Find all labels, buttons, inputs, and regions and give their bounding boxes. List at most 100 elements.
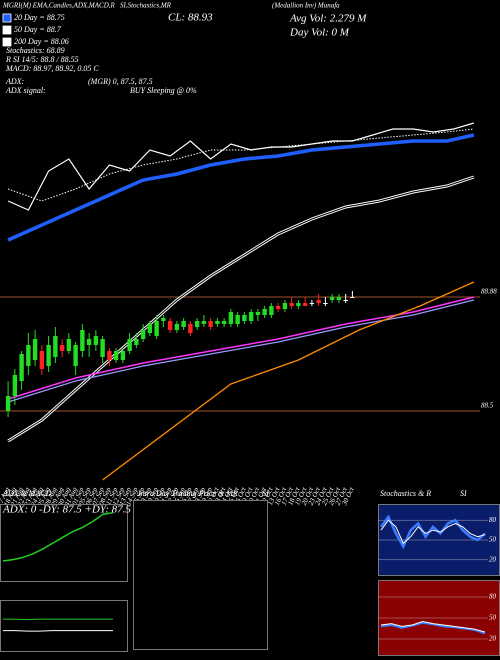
panel (0, 600, 128, 652)
line (2, 512, 114, 562)
candle-body (228, 312, 234, 324)
x-tick-label: 17 Aug (0, 486, 12, 508)
line (7, 122, 475, 211)
candle-body (66, 339, 72, 351)
candle-body (12, 375, 18, 396)
legend-label: 20 Day = 88.75 (14, 13, 65, 22)
candle-body (113, 351, 119, 360)
candle-body (46, 345, 51, 366)
avg-volume: Avg Vol: 2.279 M (289, 13, 367, 25)
candle-body (134, 339, 139, 345)
candle-body (140, 330, 146, 339)
legend-swatch (2, 37, 12, 47)
panel-title: ADX & MACD (2, 489, 52, 498)
candle-body (215, 321, 220, 324)
candle-body (53, 336, 58, 357)
candle-body (26, 345, 31, 366)
candle-body (194, 321, 200, 327)
candle-body (93, 336, 99, 345)
candle-body (275, 306, 281, 309)
line (3, 630, 113, 632)
candle-body (336, 297, 342, 300)
candle-body (19, 354, 24, 381)
candle-body (120, 351, 126, 360)
y-tick-label: 80 (489, 593, 497, 601)
panel-annotation: ADX: 0 -DY: 87.5 +DY: 87.5 (2, 504, 131, 516)
y-tick-label: 80 (489, 516, 497, 524)
y-tick-label: 88.5 (481, 402, 494, 410)
y-tick-label: 50 (489, 536, 497, 544)
chart-title: MGRI(M) EMA,Candles,ADX,MACD,R (2, 2, 116, 10)
candle-body (127, 339, 132, 351)
candle-body (323, 303, 328, 304)
day-volume: Day Vol: 0 M (289, 27, 350, 39)
annotation: MACD: 88.97, 88.92, 0.05 C (5, 64, 99, 73)
candle-body (201, 321, 207, 324)
candle-body (221, 321, 227, 324)
legend-swatch (2, 13, 12, 23)
chart-subtitle: SI,Stochastics,MR (120, 2, 172, 10)
candle-body (235, 315, 240, 324)
candle-body (248, 312, 254, 321)
candle-body (73, 345, 78, 366)
annotation: Stochastics: 68.89 (6, 46, 65, 55)
candle-body (100, 339, 105, 357)
candle-body (147, 324, 153, 333)
line-inner (7, 176, 475, 442)
line (379, 514, 486, 550)
annotation: ADX signal: (5, 86, 46, 95)
candle-body (5, 396, 11, 411)
candle-body (107, 351, 112, 360)
line (7, 133, 475, 242)
candle-body (86, 339, 92, 345)
close-label: CL: 88.93 (168, 12, 213, 24)
y-tick-label: 20 (489, 555, 497, 563)
candle-body (316, 300, 321, 303)
y-tick-label: 50 (489, 614, 497, 622)
annotation: (MGR) 0, 87.5, 87.5 (88, 77, 153, 86)
line (7, 128, 474, 202)
line (3, 618, 113, 621)
line (380, 519, 486, 545)
y-tick-label: 88.88 (481, 288, 497, 296)
candle-body (181, 321, 186, 327)
legend-swatch (2, 25, 12, 35)
line (7, 296, 475, 400)
candle-body (161, 318, 166, 321)
candle-body (174, 324, 180, 330)
candle-body (296, 303, 301, 306)
panel-title: Intra Day Trading Price & MR (137, 489, 238, 498)
line (380, 620, 486, 633)
legend-label: 200 Day = 88.06 (14, 37, 69, 46)
legend-label: 50 Day = 88.7 (14, 25, 62, 34)
candle-body (154, 321, 159, 336)
candle-body (350, 297, 355, 298)
candle-body (282, 303, 288, 309)
candle-body (343, 300, 348, 301)
candle-body (39, 351, 45, 369)
panel-title: SI (460, 489, 467, 498)
panel-title: SI (262, 489, 269, 498)
line (7, 299, 475, 403)
panel (133, 500, 268, 650)
panel-title: Stochastics & R (380, 489, 431, 498)
candle-body (329, 297, 335, 300)
candle-body (59, 345, 65, 351)
candle-body (80, 330, 85, 351)
line (380, 621, 486, 635)
panel (0, 504, 128, 582)
line (102, 281, 475, 481)
company-name: (Medallion Inv) Munafa (272, 2, 340, 10)
candle-body (269, 306, 274, 315)
line (7, 175, 475, 443)
candle-body (309, 303, 315, 304)
candle-body (255, 312, 261, 315)
annotation: ADX: (5, 77, 25, 86)
candle-body (208, 321, 213, 327)
candle-body (32, 339, 38, 360)
candle-body (262, 309, 267, 315)
candle-body (188, 324, 193, 333)
annotation: R SI 14/5: 88.8 / 88.55 (5, 55, 79, 64)
candle-body (242, 315, 247, 321)
